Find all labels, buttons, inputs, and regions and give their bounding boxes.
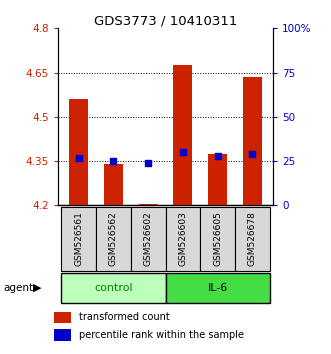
Bar [104,164,123,205]
Bar [173,65,192,205]
Bar [54,312,71,323]
Bar [208,154,227,205]
Bar [235,207,270,271]
Text: agent: agent [3,282,33,293]
Point [76,155,81,160]
Title: GDS3773 / 10410311: GDS3773 / 10410311 [94,14,237,27]
Point [180,149,185,155]
Text: GSM526603: GSM526603 [178,211,187,267]
Point [111,158,116,164]
Bar [139,204,158,205]
Bar [96,207,131,271]
Text: GSM526561: GSM526561 [74,211,83,267]
Bar [166,207,200,271]
Point [215,153,220,159]
Bar [54,329,71,341]
Text: GSM526562: GSM526562 [109,212,118,266]
Text: GSM526602: GSM526602 [144,212,153,266]
Bar [61,273,166,303]
Text: ▶: ▶ [33,282,42,293]
Bar [69,99,88,205]
Text: GSM526678: GSM526678 [248,211,257,267]
Text: transformed count: transformed count [79,312,169,322]
Text: control: control [94,282,133,293]
Point [250,151,255,157]
Text: GSM526605: GSM526605 [213,211,222,267]
Bar [61,207,96,271]
Point [146,160,151,166]
Bar [243,77,262,205]
Bar [131,207,166,271]
Bar [166,273,270,303]
Bar [200,207,235,271]
Text: IL-6: IL-6 [208,282,228,293]
Text: percentile rank within the sample: percentile rank within the sample [79,330,244,340]
